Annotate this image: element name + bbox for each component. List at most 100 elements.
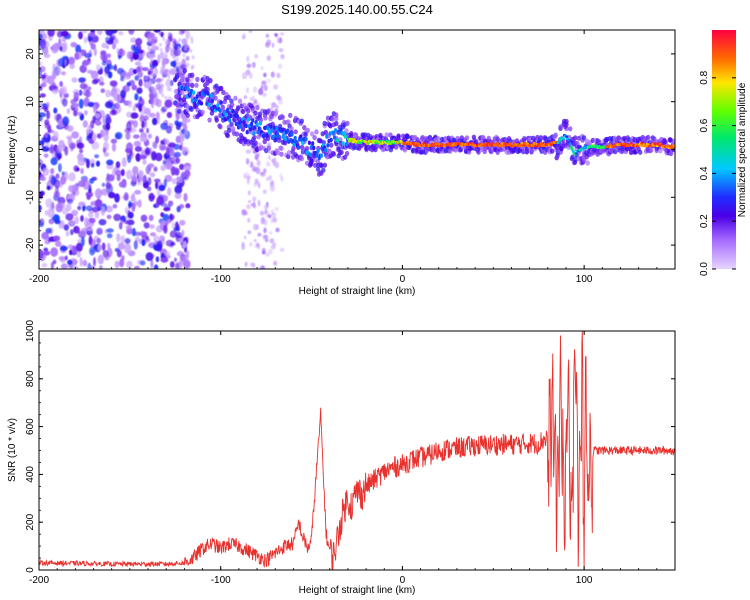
noise-blob [45,198,53,209]
colorbar-label: Normalized spectral amplitude [737,82,748,217]
y-tick-label: 400 [25,466,36,483]
noise-blob [183,259,191,269]
noise-blob [274,33,278,37]
noise-blob [134,146,143,152]
noise-blob [40,74,47,80]
noise-blob [118,31,124,36]
noise-blob [179,219,186,226]
ridge-halo [255,105,260,111]
y-tick-label: -20 [25,237,36,252]
noise-blob [43,53,51,58]
noise-blob [69,249,73,256]
noise-blob [140,231,148,237]
noise-blob [248,30,253,33]
noise-blob [79,257,83,267]
noise-blob [177,46,181,50]
noise-blob [119,48,123,55]
ridge-core [331,130,335,135]
ridge-core [574,152,579,155]
x-tick-label: 0 [400,274,406,285]
noise-blob [39,85,43,91]
ridge-core [244,123,248,129]
ridge-halo [564,118,569,125]
noise-blob [46,123,52,132]
noise-blob [175,135,181,144]
ridge-halo [330,116,335,122]
noise-blob [174,120,179,126]
noise-blob [101,242,106,251]
ridge-halo [286,150,292,156]
noise-blob [249,242,253,247]
noise-blob [257,142,262,146]
noise-blob [134,93,139,101]
noise-blob [178,38,182,43]
ridge-halo [302,125,307,131]
noise-blob [68,172,76,182]
ridge-core [280,128,284,133]
noise-blob [120,169,125,177]
ridge-core [294,139,298,144]
ridge-core [307,140,311,145]
noise-blob [91,35,99,43]
noise-blob [179,132,185,142]
top-y-axis: -20 -10 0 10 20 [25,29,675,270]
ridge-core [207,102,211,108]
noise-blob [169,68,178,76]
ridge-halo [286,119,291,125]
noise-blob [120,71,129,77]
ridge-halo [312,135,317,141]
noise-blob [148,192,155,202]
ridge-core [324,147,328,153]
ridge-core [540,142,544,145]
noise-blob [162,37,166,41]
noise-blob [183,42,187,47]
noise-blob [126,260,133,269]
ridge-halo [280,114,285,120]
ridge-halo [563,123,568,130]
noise-blob [273,84,279,90]
noise-blob [189,48,193,53]
y-tick-label: 600 [25,418,36,435]
noise-blob [82,259,88,267]
noise-blob [60,175,66,185]
ridge-core [301,140,305,146]
ridge-halo [262,139,267,145]
noise-blob [260,171,266,177]
ridge-halo [229,121,234,127]
noise-blob [183,192,188,202]
noise-blob [244,261,248,267]
noise-blob [126,142,133,152]
x-tick-label: 0 [400,575,406,586]
noise-blob [170,241,176,246]
noise-blob [170,51,174,56]
noise-blob [136,177,142,186]
noise-blob [147,133,152,139]
ridge-halo [428,136,433,142]
noise-blob [128,30,135,35]
noise-blob [85,205,94,211]
ridge-halo [290,148,295,154]
noise-blob [190,39,194,44]
noise-blob [53,235,61,242]
ridge-core [231,109,235,114]
noise-blob [93,48,97,56]
ridge-halo [432,148,437,154]
noise-blob [260,217,265,225]
ridge-core [525,142,530,146]
noise-blob [97,244,102,251]
noise-blob [142,67,149,72]
noise-blob [172,55,176,60]
noise-blob [266,176,270,181]
noise-blob [256,159,261,167]
ridge-halo [603,138,609,144]
ridge-core [561,137,566,140]
noise-blob [185,56,190,61]
noise-blob [116,233,121,243]
ridge-core [274,137,278,142]
ridge-core [568,142,572,146]
noise-blob [120,77,125,82]
ridge-core [293,135,297,141]
noise-blob [46,110,51,120]
noise-blob [260,265,265,269]
noise-blob [113,38,119,45]
